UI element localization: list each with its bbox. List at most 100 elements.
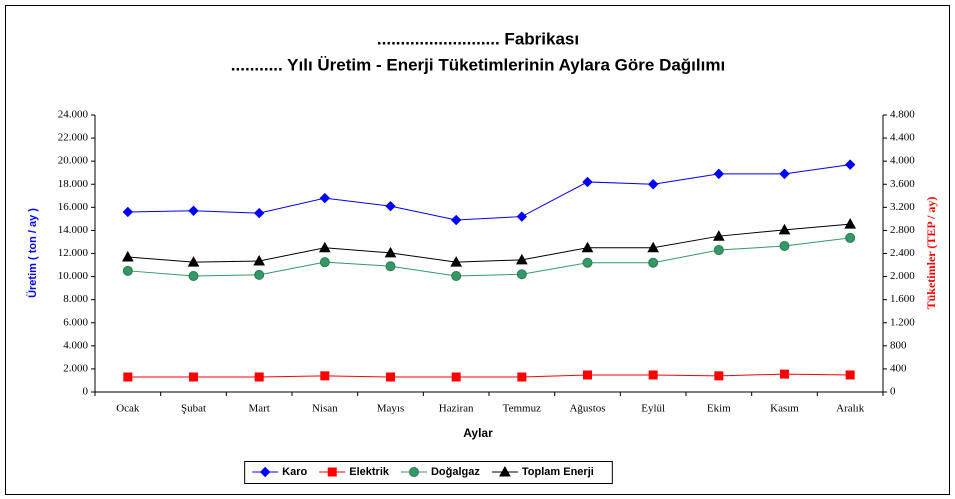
legend-label: Doğalgaz <box>431 466 480 478</box>
y2-tick-label: 2.800 <box>890 224 915 236</box>
marker <box>647 241 660 253</box>
marker <box>122 265 133 276</box>
x-tick-label: Temmuz <box>503 403 541 415</box>
marker <box>583 370 592 380</box>
y-tick-label: 16.000 <box>58 201 89 213</box>
marker <box>254 372 264 382</box>
x-tick-label: Ocak <box>116 403 140 415</box>
marker <box>779 168 790 180</box>
y-tick-label: 8.000 <box>63 293 88 305</box>
marker <box>319 257 330 268</box>
marker <box>320 371 330 381</box>
marker <box>712 230 725 241</box>
marker <box>253 254 266 266</box>
x-tick-label: Aralık <box>836 403 865 415</box>
y2-tick-label: 4.800 <box>890 109 915 121</box>
legend: Karo Elektrik Doğalgaz Toplam Enerji <box>252 466 594 478</box>
y-tick-label: 0 <box>83 386 89 398</box>
legend-box <box>244 461 613 484</box>
x-tick-label: Nisan <box>312 403 338 415</box>
marker <box>844 159 856 170</box>
y2-tick-label: 3.600 <box>890 178 915 190</box>
marker <box>259 466 271 478</box>
marker <box>384 246 397 258</box>
marker <box>187 256 200 267</box>
marker <box>780 369 789 379</box>
x-axis-label: Aylar <box>463 426 493 440</box>
marker <box>713 245 724 256</box>
chart-border <box>5 5 950 495</box>
y2-tick-label: 800 <box>890 339 907 351</box>
x-tick-label: Ağustos <box>569 403 605 415</box>
marker <box>845 370 855 380</box>
marker <box>451 372 461 382</box>
marker <box>123 372 133 382</box>
marker <box>254 269 265 280</box>
marker <box>386 372 395 382</box>
marker <box>516 211 528 222</box>
y-tick-label: 12.000 <box>58 247 89 259</box>
y2-tick-label: 2.000 <box>890 270 915 282</box>
marker <box>408 467 419 477</box>
y-tick-label: 10.000 <box>58 270 89 282</box>
marker <box>319 192 331 204</box>
legend-label: Karo <box>282 466 307 478</box>
x-tick-label: Mart <box>248 403 269 415</box>
y2-tick-label: 4.400 <box>890 132 915 144</box>
y2-tick-label: 4.000 <box>890 155 915 167</box>
y2-tick-label: 1.200 <box>890 316 915 328</box>
y-tick-label: 24.000 <box>58 109 89 121</box>
marker <box>451 271 462 282</box>
marker <box>188 205 199 217</box>
y2-tick-label: 0 <box>890 386 896 398</box>
marker <box>385 200 396 212</box>
y-tick-label: 4.000 <box>63 339 88 351</box>
marker <box>189 372 198 382</box>
chart-title: .......................... Fabrikası <box>377 29 579 48</box>
marker <box>582 176 593 188</box>
y-tick-label: 18.000 <box>58 178 89 190</box>
series-line <box>127 373 851 378</box>
y2-axis-label: Tüketimler (TEP / ay) <box>924 197 938 310</box>
marker <box>648 257 659 268</box>
y2-tick-label: 2.400 <box>890 247 915 259</box>
y2-tick-label: 400 <box>890 362 907 374</box>
marker <box>778 223 791 235</box>
marker <box>713 168 725 180</box>
series-line <box>127 237 851 277</box>
marker <box>515 253 528 265</box>
y2-tick-label: 1.600 <box>890 293 915 305</box>
marker <box>385 261 396 272</box>
marker <box>648 370 658 380</box>
marker <box>516 269 527 280</box>
y-tick-label: 6.000 <box>63 316 88 328</box>
marker <box>188 271 199 282</box>
marker <box>582 257 593 268</box>
marker <box>121 250 134 262</box>
marker <box>581 241 594 253</box>
x-tick-label: Eylül <box>641 403 665 415</box>
x-tick-label: Haziran <box>439 403 474 415</box>
x-tick-label: Şubat <box>181 403 206 415</box>
y-axis-label: Üretim ( ton / ay ) <box>26 208 39 298</box>
y-tick-label: 2.000 <box>63 362 88 374</box>
x-tick-label: Ekim <box>707 403 731 415</box>
chart-subtitle: ........... Yılı Üretim - Enerji Tüketim… <box>231 55 725 74</box>
x-tick-label: Kasım <box>770 403 799 415</box>
series-line <box>127 223 851 263</box>
marker <box>779 240 790 251</box>
y-tick-label: 14.000 <box>58 224 89 236</box>
y-tick-label: 20.000 <box>58 155 89 167</box>
y-tick-label: 22.000 <box>58 132 89 144</box>
marker <box>714 371 724 381</box>
x-tick-label: Mayıs <box>377 403 405 415</box>
marker <box>122 206 134 218</box>
marker <box>845 232 856 243</box>
y2-tick-label: 3.200 <box>890 201 915 213</box>
marker <box>499 465 511 477</box>
marker <box>450 256 463 267</box>
legend-label: Elektrik <box>349 466 390 478</box>
legend-label: Toplam Enerji <box>522 466 594 478</box>
marker <box>517 372 527 382</box>
